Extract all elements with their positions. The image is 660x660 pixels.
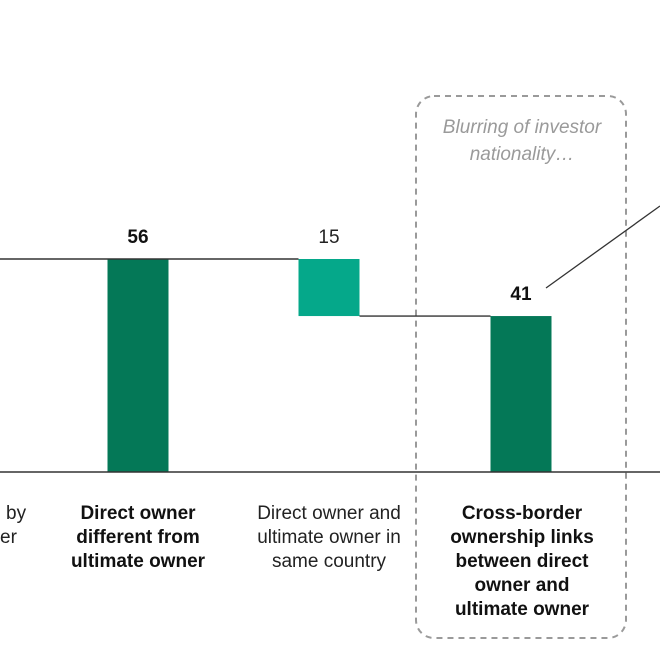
cutoff-label-line1: by [6,503,27,524]
annotation-box [415,95,627,639]
bar-2 [298,259,360,317]
category-label-1: Direct owner different from ultimate own… [70,503,206,572]
cutoff-label-line2: er [0,527,17,548]
bar-1 [107,259,169,472]
category-label-2: Direct owner and ultimate owner in same … [257,503,401,572]
bars-group [0,258,552,472]
value-label-1: 56 [127,227,149,248]
pointer-line [545,205,660,289]
value-label-2: 15 [318,227,340,248]
annotation-text: Blurring of investor nationality… [442,117,602,165]
category-label-3: Cross-border ownership links between dir… [450,503,594,620]
bar-3 [490,316,552,472]
value-label-3: 41 [510,284,532,306]
